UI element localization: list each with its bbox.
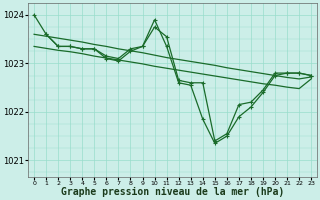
X-axis label: Graphe pression niveau de la mer (hPa): Graphe pression niveau de la mer (hPa) <box>61 187 284 197</box>
